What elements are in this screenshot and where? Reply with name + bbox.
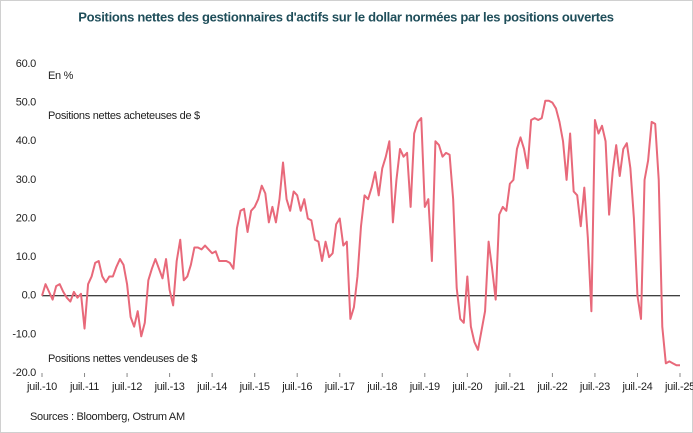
y-tick-label: 10.0 <box>16 251 36 263</box>
y-tick-label: 40.0 <box>16 135 36 147</box>
x-tick-label: juil.-12 <box>111 381 142 393</box>
x-tick-label: juil.-19 <box>409 381 440 393</box>
x-tick-label: juil.-20 <box>451 381 482 393</box>
y-tick-label: 0.0 <box>22 290 37 302</box>
y-tick-label: -10.0 <box>12 328 36 340</box>
annotation: Positions nettes vendeuses de $ <box>48 353 197 365</box>
x-tick-label: juil.-17 <box>324 381 355 393</box>
x-tick-label: juil.-10 <box>26 381 57 393</box>
x-tick-label: juil.-16 <box>281 381 312 393</box>
y-tick-label: 50.0 <box>16 97 36 109</box>
y-tick-label: -20.0 <box>12 367 36 379</box>
data-line <box>41 99 680 367</box>
y-tick-label: 60.0 <box>16 58 36 70</box>
chart-title: Positions nettes des gestionnaires d'act… <box>78 9 613 24</box>
source: Sources : Bloomberg, Ostrum AM <box>30 411 185 423</box>
x-tick-label: juil.-21 <box>494 381 525 393</box>
annotation: Positions nettes acheteuses de $ <box>48 110 200 122</box>
y-tick-label: 30.0 <box>16 174 36 186</box>
x-tick-label: juil.-14 <box>196 381 227 393</box>
x-tick-label: juil.-24 <box>621 381 652 393</box>
x-tick-label: juil.-15 <box>239 381 270 393</box>
x-tick-label: juil.-23 <box>579 381 610 393</box>
x-tick-label: juil.-18 <box>366 381 397 393</box>
y-tick-label: 20.0 <box>16 212 36 224</box>
x-tick-label: juil.-11 <box>69 381 99 393</box>
unit-label: En % <box>48 70 74 82</box>
x-tick-label: juil.-25 <box>664 381 693 393</box>
x-tick-label: juil.-13 <box>154 381 185 393</box>
x-tick-label: juil.-22 <box>536 381 567 393</box>
